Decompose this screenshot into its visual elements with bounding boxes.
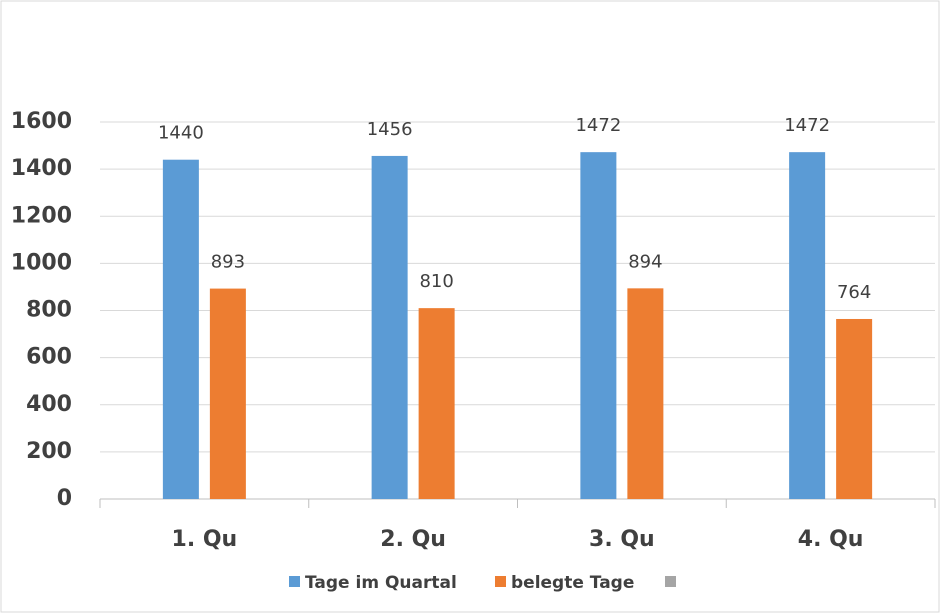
value-label: 1456 <box>367 119 413 140</box>
bar <box>209 288 246 499</box>
y-tick-label: 400 <box>26 392 72 417</box>
x-tick-label: 2. Qu <box>380 527 446 552</box>
y-tick-label: 1000 <box>11 250 72 275</box>
bar <box>371 155 408 499</box>
legend-label: Tage im Quartal <box>305 573 457 593</box>
legend-label: belegte Tage <box>511 573 634 593</box>
y-tick-label: 1600 <box>11 109 72 134</box>
value-label: 1472 <box>575 115 621 136</box>
x-tick-label: 3. Qu <box>589 527 655 552</box>
x-tick-label: 4. Qu <box>798 527 864 552</box>
value-label: 893 <box>211 252 245 273</box>
y-tick-label: 1400 <box>11 156 72 181</box>
y-tick-label: 0 <box>57 486 72 511</box>
legend-swatch <box>289 576 300 587</box>
legend-swatch <box>665 576 676 587</box>
y-tick-label: 200 <box>26 439 72 464</box>
value-label: 1472 <box>784 115 830 136</box>
value-label: 894 <box>628 251 662 272</box>
x-tick-label: 1. Qu <box>172 527 238 552</box>
bar <box>836 318 873 499</box>
bar <box>789 152 826 499</box>
legend-swatch <box>495 576 506 587</box>
bar <box>627 288 664 499</box>
value-label: 764 <box>837 282 871 303</box>
y-tick-label: 800 <box>26 298 72 323</box>
bar <box>580 152 617 499</box>
value-label: 1440 <box>158 123 204 144</box>
bar <box>418 308 455 499</box>
y-tick-label: 1200 <box>11 203 72 228</box>
bar <box>162 159 199 499</box>
value-label: 810 <box>419 271 453 292</box>
y-tick-label: 600 <box>26 345 72 370</box>
